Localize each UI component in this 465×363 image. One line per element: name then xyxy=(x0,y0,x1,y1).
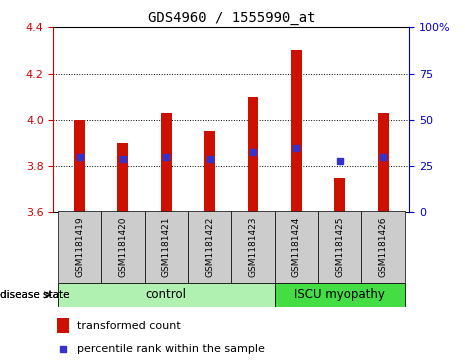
Text: GSM1181425: GSM1181425 xyxy=(335,217,344,277)
Text: GSM1181424: GSM1181424 xyxy=(292,217,301,277)
Bar xyxy=(378,113,389,212)
Bar xyxy=(74,120,85,212)
Text: control: control xyxy=(146,289,187,301)
Title: GDS4960 / 1555990_at: GDS4960 / 1555990_at xyxy=(147,11,315,25)
Bar xyxy=(145,211,188,283)
Bar xyxy=(361,211,405,283)
Bar xyxy=(58,211,101,283)
Bar xyxy=(204,131,215,212)
Bar xyxy=(101,211,145,283)
Text: percentile rank within the sample: percentile rank within the sample xyxy=(77,344,265,354)
Text: GSM1181422: GSM1181422 xyxy=(205,217,214,277)
Text: transformed count: transformed count xyxy=(77,321,180,331)
Bar xyxy=(291,50,302,212)
Bar xyxy=(247,97,259,212)
Text: GSM1181426: GSM1181426 xyxy=(379,217,388,277)
Text: disease state: disease state xyxy=(0,290,73,300)
Bar xyxy=(318,211,361,283)
Bar xyxy=(275,211,318,283)
Bar xyxy=(232,211,275,283)
Bar xyxy=(334,178,345,212)
Text: GSM1181419: GSM1181419 xyxy=(75,216,84,277)
Text: disease state: disease state xyxy=(0,290,76,300)
Text: GSM1181423: GSM1181423 xyxy=(248,217,258,277)
Bar xyxy=(188,211,232,283)
Bar xyxy=(275,283,405,307)
Text: GSM1181420: GSM1181420 xyxy=(119,217,127,277)
Text: GSM1181421: GSM1181421 xyxy=(162,217,171,277)
Bar xyxy=(57,318,69,333)
Bar xyxy=(118,143,128,212)
Bar xyxy=(58,283,275,307)
Text: ISCU myopathy: ISCU myopathy xyxy=(294,289,385,301)
Bar xyxy=(161,113,172,212)
